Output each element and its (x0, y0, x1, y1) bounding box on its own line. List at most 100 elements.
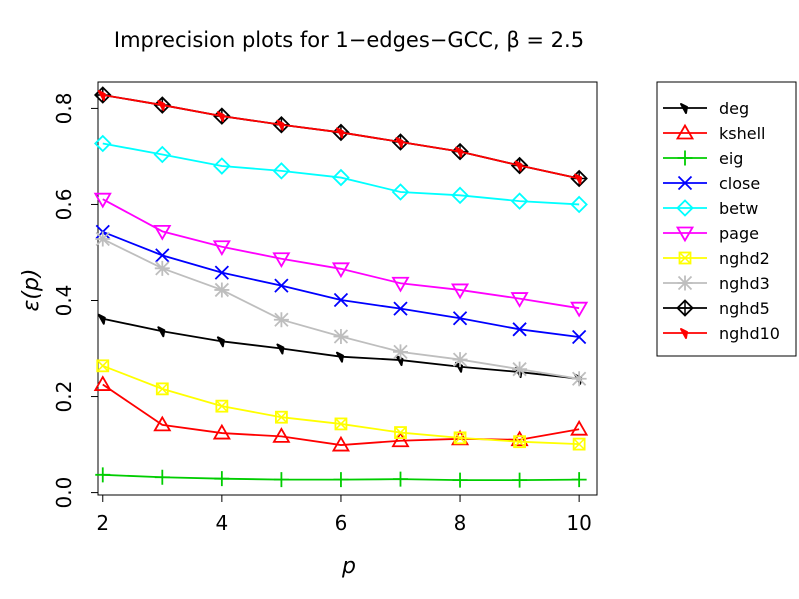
legend-entry-kshell: kshell (663, 123, 765, 143)
data-point (334, 417, 348, 431)
data-point (392, 471, 408, 487)
data-point (675, 226, 695, 243)
legend-label: nghd5 (719, 299, 770, 318)
series-line (102, 142, 580, 206)
data-point (680, 328, 688, 339)
legend-label: eig (719, 149, 743, 168)
data-point-cross (513, 435, 526, 448)
data-point (214, 265, 229, 280)
legend-entry-betw: betw (663, 199, 758, 218)
data-point (153, 415, 172, 432)
series-layer (93, 86, 589, 488)
data-point-cross (334, 417, 347, 430)
data-point (93, 375, 112, 391)
data-point (96, 359, 110, 373)
series-nghd10 (97, 89, 583, 185)
plot-frame (97, 81, 598, 496)
data-point (154, 260, 170, 276)
legend-label: kshell (719, 124, 765, 143)
data-point-cross (96, 359, 109, 372)
data-point (157, 326, 166, 338)
legend-entry-nghd3: nghd3 (663, 274, 770, 293)
data-point (97, 313, 106, 325)
legend-label: nghd3 (719, 274, 770, 293)
legend-entry-eig: eig (663, 149, 743, 168)
data-point (677, 175, 693, 191)
data-point (453, 431, 467, 445)
legend-entry-page: page (663, 224, 759, 243)
data-point (335, 127, 344, 139)
data-point (512, 322, 527, 337)
data-point (514, 160, 523, 172)
data-point (273, 472, 289, 488)
data-point (394, 426, 407, 439)
x-axis-label: p (341, 554, 356, 579)
legend: deg kshell eig close betw page nghd2 nghd3 nghd5… (656, 81, 797, 357)
data-point (452, 352, 468, 368)
data-point (272, 427, 291, 443)
data-point-cross (275, 411, 288, 424)
data-point (677, 275, 693, 291)
data-point (513, 435, 526, 449)
y-axis-label: ε(p) (19, 268, 44, 311)
data-point-cross (573, 438, 586, 451)
series-line (102, 383, 580, 446)
data-point-cross (156, 382, 169, 395)
data-point (510, 292, 529, 308)
y-tick-label: 0.8 (52, 93, 76, 125)
data-point (216, 111, 225, 123)
data-point (391, 431, 410, 448)
data-point (214, 282, 230, 298)
data-point (451, 186, 469, 205)
data-point (153, 145, 172, 164)
data-point (212, 240, 231, 257)
data-point (274, 278, 289, 293)
data-point (512, 472, 528, 488)
data-point (571, 371, 587, 387)
chart-title: Imprecision plots for 1−edges−GCC, β = 2… (114, 28, 584, 52)
data-point (676, 199, 694, 217)
series-line (102, 198, 580, 310)
data-point (153, 224, 172, 241)
data-point-cross (678, 251, 692, 265)
legend-label: deg (719, 99, 749, 118)
axis-ticks: 2 4 6 8 10 0.0 0.2 0.4 0.6 0.8 (52, 93, 592, 535)
data-point-cross (677, 300, 693, 316)
y-tick-label: 0.2 (52, 381, 76, 413)
data-point (393, 301, 408, 316)
data-point (213, 157, 231, 175)
data-point (571, 329, 587, 345)
x-tick-label: 4 (215, 511, 228, 535)
series-betw (93, 134, 588, 214)
data-point (678, 251, 692, 265)
series-eig (95, 467, 587, 488)
series-nghd2 (96, 359, 586, 451)
data-point (391, 276, 410, 293)
legend-entry-nghd5: nghd5 (663, 299, 770, 318)
data-point (677, 150, 693, 166)
data-point (510, 192, 529, 210)
data-point (97, 89, 106, 101)
data-point (155, 382, 169, 396)
data-point (392, 344, 408, 360)
data-point (275, 410, 288, 424)
data-point (216, 336, 225, 348)
data-point (570, 419, 589, 436)
data-point (93, 192, 112, 209)
data-point (512, 361, 528, 377)
y-tick-label: 0.6 (52, 189, 76, 221)
legend-entry-nghd2: nghd2 (663, 249, 770, 268)
y-tick-label: 0.0 (52, 477, 76, 509)
data-point (395, 137, 404, 149)
y-tick-label: 0.4 (52, 285, 76, 317)
data-point (331, 262, 351, 279)
x-tick-label: 10 (566, 511, 591, 535)
data-point-cross (215, 400, 228, 413)
data-point (335, 351, 344, 363)
series-page (93, 192, 589, 318)
data-point-cross (454, 431, 467, 444)
legend-label: nghd10 (719, 324, 780, 343)
data-point (680, 103, 688, 114)
data-point (455, 146, 464, 158)
